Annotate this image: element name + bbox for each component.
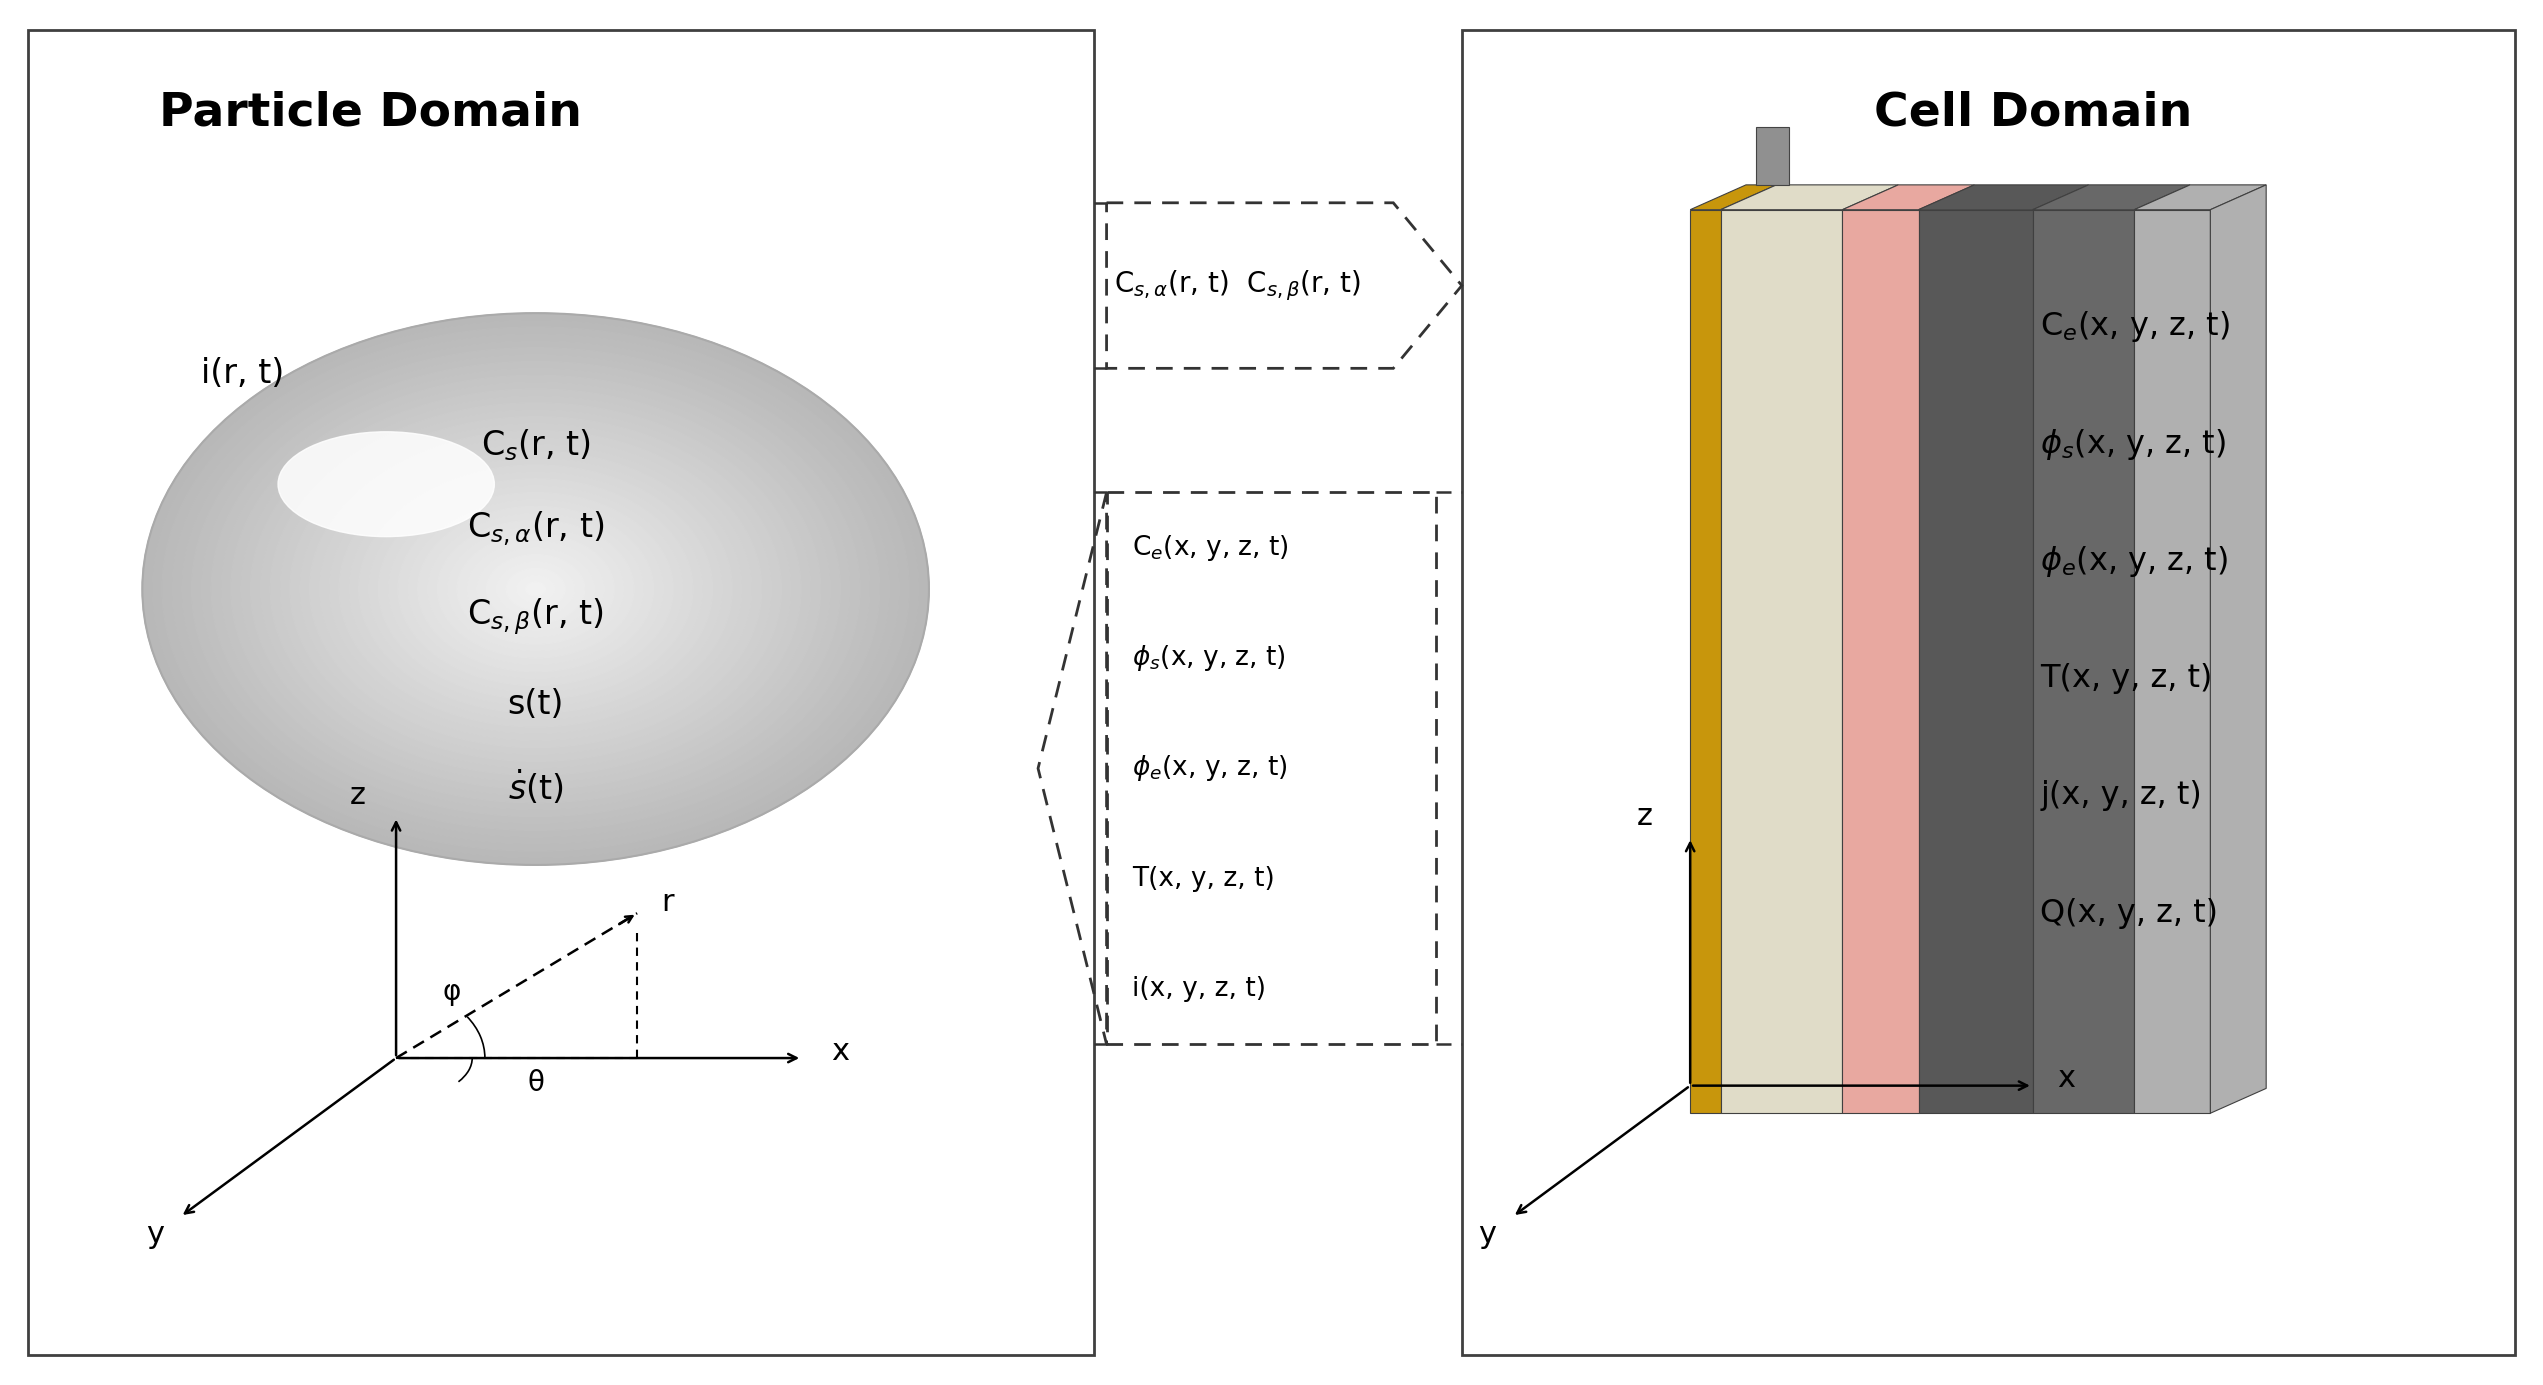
Text: y: y	[145, 1220, 165, 1249]
Polygon shape	[1722, 184, 1897, 209]
Ellipse shape	[369, 472, 702, 706]
Text: i(r, t): i(r, t)	[201, 357, 285, 391]
Text: $\phi_s$(x, y, z, t): $\phi_s$(x, y, z, t)	[2039, 427, 2228, 461]
Ellipse shape	[252, 389, 821, 789]
Ellipse shape	[476, 547, 595, 630]
Ellipse shape	[437, 521, 633, 658]
Text: z: z	[351, 781, 366, 810]
Polygon shape	[1917, 184, 2088, 209]
Text: C$_s$(r, t): C$_s$(r, t)	[481, 428, 590, 464]
Text: C$_{s,\alpha}$(r, t): C$_{s,\alpha}$(r, t)	[468, 508, 605, 548]
Ellipse shape	[231, 375, 839, 803]
Bar	[1722, 209, 1844, 1114]
Polygon shape	[1691, 184, 1778, 209]
Text: $\phi_e$(x, y, z, t): $\phi_e$(x, y, z, t)	[2039, 544, 2228, 579]
FancyBboxPatch shape	[28, 30, 1093, 1355]
Ellipse shape	[142, 313, 928, 864]
Ellipse shape	[328, 445, 743, 734]
Ellipse shape	[191, 348, 880, 831]
Ellipse shape	[280, 410, 791, 769]
Text: θ: θ	[526, 1069, 544, 1097]
Ellipse shape	[310, 431, 763, 748]
FancyBboxPatch shape	[1462, 30, 2515, 1355]
Text: r: r	[661, 888, 674, 917]
Text: Q(x, y, z, t): Q(x, y, z, t)	[2039, 897, 2217, 929]
Text: T(x, y, z, t): T(x, y, z, t)	[1132, 866, 1274, 892]
Ellipse shape	[242, 382, 832, 796]
Ellipse shape	[486, 554, 585, 623]
Text: j(x, y, z, t): j(x, y, z, t)	[2039, 781, 2202, 812]
Ellipse shape	[153, 320, 918, 859]
Ellipse shape	[221, 368, 849, 810]
Polygon shape	[2210, 184, 2266, 1114]
Text: s(t): s(t)	[509, 688, 565, 722]
Ellipse shape	[458, 533, 615, 644]
Ellipse shape	[338, 452, 732, 727]
Ellipse shape	[270, 403, 801, 776]
Ellipse shape	[468, 540, 605, 637]
Text: C$_e$(x, y, z, t): C$_e$(x, y, z, t)	[2039, 309, 2230, 345]
Text: $\phi_s$(x, y, z, t): $\phi_s$(x, y, z, t)	[1132, 643, 1287, 673]
Polygon shape	[2032, 184, 2190, 209]
Ellipse shape	[448, 526, 623, 651]
Ellipse shape	[181, 341, 890, 838]
Text: Cell Domain: Cell Domain	[1874, 90, 2192, 136]
Ellipse shape	[300, 424, 771, 755]
Bar	[1917, 209, 2032, 1114]
Ellipse shape	[259, 396, 811, 783]
Ellipse shape	[516, 575, 554, 602]
Text: φ: φ	[442, 978, 460, 1006]
Polygon shape	[1844, 184, 1973, 209]
Ellipse shape	[201, 355, 870, 824]
Text: C$_{s,\alpha}$(r, t)  C$_{s,\beta}$(r, t): C$_{s,\alpha}$(r, t) C$_{s,\beta}$(r, t)	[1114, 269, 1361, 303]
Ellipse shape	[526, 582, 547, 596]
Ellipse shape	[359, 465, 712, 713]
Ellipse shape	[496, 561, 575, 616]
Bar	[1844, 209, 1917, 1114]
Ellipse shape	[389, 486, 684, 692]
Ellipse shape	[348, 458, 722, 720]
Bar	[2032, 209, 2134, 1114]
Ellipse shape	[407, 500, 664, 679]
Text: x: x	[832, 1036, 849, 1065]
Ellipse shape	[379, 479, 692, 699]
Text: T(x, y, z, t): T(x, y, z, t)	[2039, 663, 2212, 694]
Text: i(x, y, z, t): i(x, y, z, t)	[1132, 976, 1266, 1003]
Ellipse shape	[211, 361, 860, 817]
Bar	[1757, 127, 1790, 184]
Bar	[1691, 209, 1722, 1114]
Ellipse shape	[320, 438, 753, 741]
Ellipse shape	[506, 568, 565, 609]
Ellipse shape	[163, 327, 910, 852]
Text: y: y	[1477, 1220, 1495, 1249]
Polygon shape	[2134, 184, 2266, 209]
Bar	[2134, 209, 2210, 1114]
Text: Particle Domain: Particle Domain	[160, 90, 582, 136]
Ellipse shape	[173, 334, 900, 845]
Text: $\phi_e$(x, y, z, t): $\phi_e$(x, y, z, t)	[1132, 753, 1287, 784]
Ellipse shape	[417, 507, 654, 672]
Ellipse shape	[290, 417, 781, 762]
Text: C$_e$(x, y, z, t): C$_e$(x, y, z, t)	[1132, 533, 1289, 562]
Ellipse shape	[427, 514, 643, 665]
Text: C$_{s,\beta}$(r, t): C$_{s,\beta}$(r, t)	[468, 596, 605, 637]
Text: x: x	[2057, 1064, 2075, 1093]
Text: z: z	[1638, 802, 1653, 831]
Ellipse shape	[399, 493, 674, 686]
Text: $\dot{s}$(t): $\dot{s}$(t)	[509, 769, 565, 807]
Ellipse shape	[277, 432, 493, 536]
